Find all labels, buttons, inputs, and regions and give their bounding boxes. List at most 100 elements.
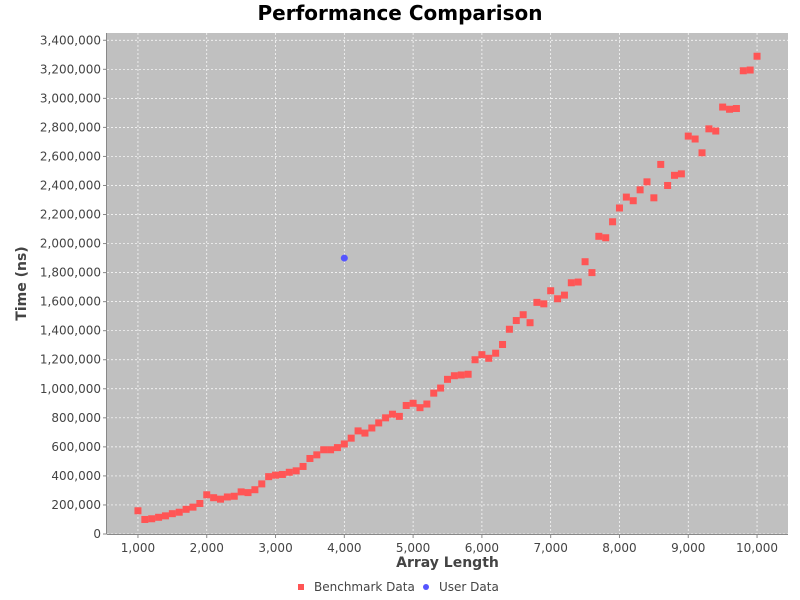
benchmark-data-point: [471, 356, 479, 364]
benchmark-data-point: [395, 412, 403, 420]
y-tick-label: 2,000,000: [40, 237, 101, 251]
x-tick-label: 6,000: [465, 541, 499, 555]
benchmark-data-point: [155, 513, 163, 521]
y-tick-label: 2,200,000: [40, 208, 101, 222]
user-data-point: [340, 254, 348, 262]
benchmark-data-point: [540, 300, 548, 308]
benchmark-data-point: [595, 232, 603, 240]
y-tick-label: 3,000,000: [40, 91, 101, 105]
benchmark-data-point: [134, 507, 142, 515]
benchmark-data-point: [423, 400, 431, 408]
benchmark-data-point: [512, 317, 520, 325]
benchmark-data-point: [547, 287, 555, 295]
benchmark-data-point: [650, 194, 658, 202]
benchmark-data-point: [746, 66, 754, 74]
y-tick-label: 400,000: [51, 469, 101, 483]
benchmark-data-point: [492, 349, 500, 357]
benchmark-data-point: [485, 354, 493, 362]
benchmark-data-point: [196, 500, 204, 508]
benchmark-data-point: [505, 325, 513, 333]
benchmark-data-point: [457, 371, 465, 379]
benchmark-data-point: [437, 384, 445, 392]
benchmark-data-point: [382, 414, 390, 422]
benchmark-data-point: [560, 291, 568, 299]
benchmark-data-point: [141, 515, 149, 523]
benchmark-data-point: [409, 399, 417, 407]
benchmark-data-point: [313, 451, 321, 459]
benchmark-data-point: [333, 444, 341, 452]
benchmark-data-point: [265, 473, 273, 481]
benchmark-data-point: [602, 234, 610, 242]
benchmark-data-point: [698, 149, 706, 157]
benchmark-data-point: [519, 311, 527, 319]
benchmark-data-point: [148, 515, 156, 523]
benchmark-data-point: [258, 480, 266, 488]
benchmark-data-point: [272, 471, 280, 479]
x-tick-label: 3,000: [258, 541, 292, 555]
benchmark-data-point: [210, 494, 218, 502]
benchmark-data-point: [306, 454, 314, 462]
benchmark-data-point: [609, 218, 617, 226]
benchmark-data-point: [320, 446, 328, 454]
data-points: [134, 52, 761, 523]
benchmark-data-point: [677, 170, 685, 178]
grid: [107, 33, 788, 535]
benchmark-data-point: [567, 279, 575, 287]
x-tick-label: 1,000: [121, 541, 155, 555]
benchmark-data-point: [388, 410, 396, 418]
y-tick-label: 0: [93, 527, 101, 541]
benchmark-data-point: [223, 493, 231, 501]
benchmark-data-point: [712, 127, 720, 135]
benchmark-data-point: [719, 103, 727, 111]
y-tick-label: 3,400,000: [40, 33, 101, 47]
benchmark-data-point: [574, 278, 582, 286]
benchmark-data-point: [402, 401, 410, 409]
benchmark-data-point: [430, 389, 438, 397]
benchmark-data-point: [705, 125, 713, 133]
benchmark-data-point: [203, 491, 211, 499]
legend-marker-benchmark: [298, 584, 304, 590]
x-tick-label: 5,000: [396, 541, 430, 555]
y-tick-label: 1,000,000: [40, 382, 101, 396]
benchmark-data-point: [636, 186, 644, 194]
benchmark-data-point: [189, 503, 197, 511]
x-tick-label: 2,000: [190, 541, 224, 555]
benchmark-data-point: [739, 67, 747, 75]
benchmark-data-point: [285, 468, 293, 476]
x-axis-label: Array Length: [396, 555, 499, 571]
y-tick-label: 1,200,000: [40, 353, 101, 367]
legend-label: User Data: [439, 580, 499, 594]
benchmark-data-point: [657, 160, 665, 168]
benchmark-data-point: [629, 197, 637, 205]
benchmark-data-point: [237, 488, 245, 496]
benchmark-data-point: [753, 52, 761, 60]
benchmark-data-point: [347, 434, 355, 442]
benchmark-data-point: [643, 178, 651, 186]
legend-marker-user: [423, 584, 429, 590]
benchmark-data-point: [182, 505, 190, 513]
y-tick-label: 3,200,000: [40, 62, 101, 76]
benchmark-data-point: [444, 375, 451, 383]
benchmark-data-point: [526, 319, 534, 327]
benchmark-data-point: [361, 429, 369, 437]
benchmark-data-point: [533, 298, 541, 306]
benchmark-data-point: [478, 351, 486, 359]
benchmark-data-point: [299, 462, 307, 470]
benchmark-data-point: [622, 193, 630, 201]
y-tick-label: 600,000: [51, 440, 101, 454]
benchmark-data-point: [671, 171, 678, 179]
benchmark-data-point: [375, 419, 383, 427]
y-tick-label: 2,600,000: [40, 149, 101, 163]
benchmark-data-point: [292, 467, 300, 475]
y-tick-label: 2,400,000: [40, 178, 101, 192]
benchmark-data-point: [161, 512, 169, 520]
benchmark-data-point: [340, 440, 348, 448]
benchmark-data-point: [499, 340, 507, 348]
benchmark-data-point: [615, 204, 623, 212]
benchmark-data-point: [691, 135, 699, 143]
y-axis-ticks: 0 200,000 400,000 600,000 800,000 1,000,000 1,…: [40, 33, 107, 541]
y-tick-label: 200,000: [51, 498, 101, 512]
benchmark-data-point: [450, 372, 458, 380]
chart-title: Performance Comparison: [257, 1, 542, 25]
